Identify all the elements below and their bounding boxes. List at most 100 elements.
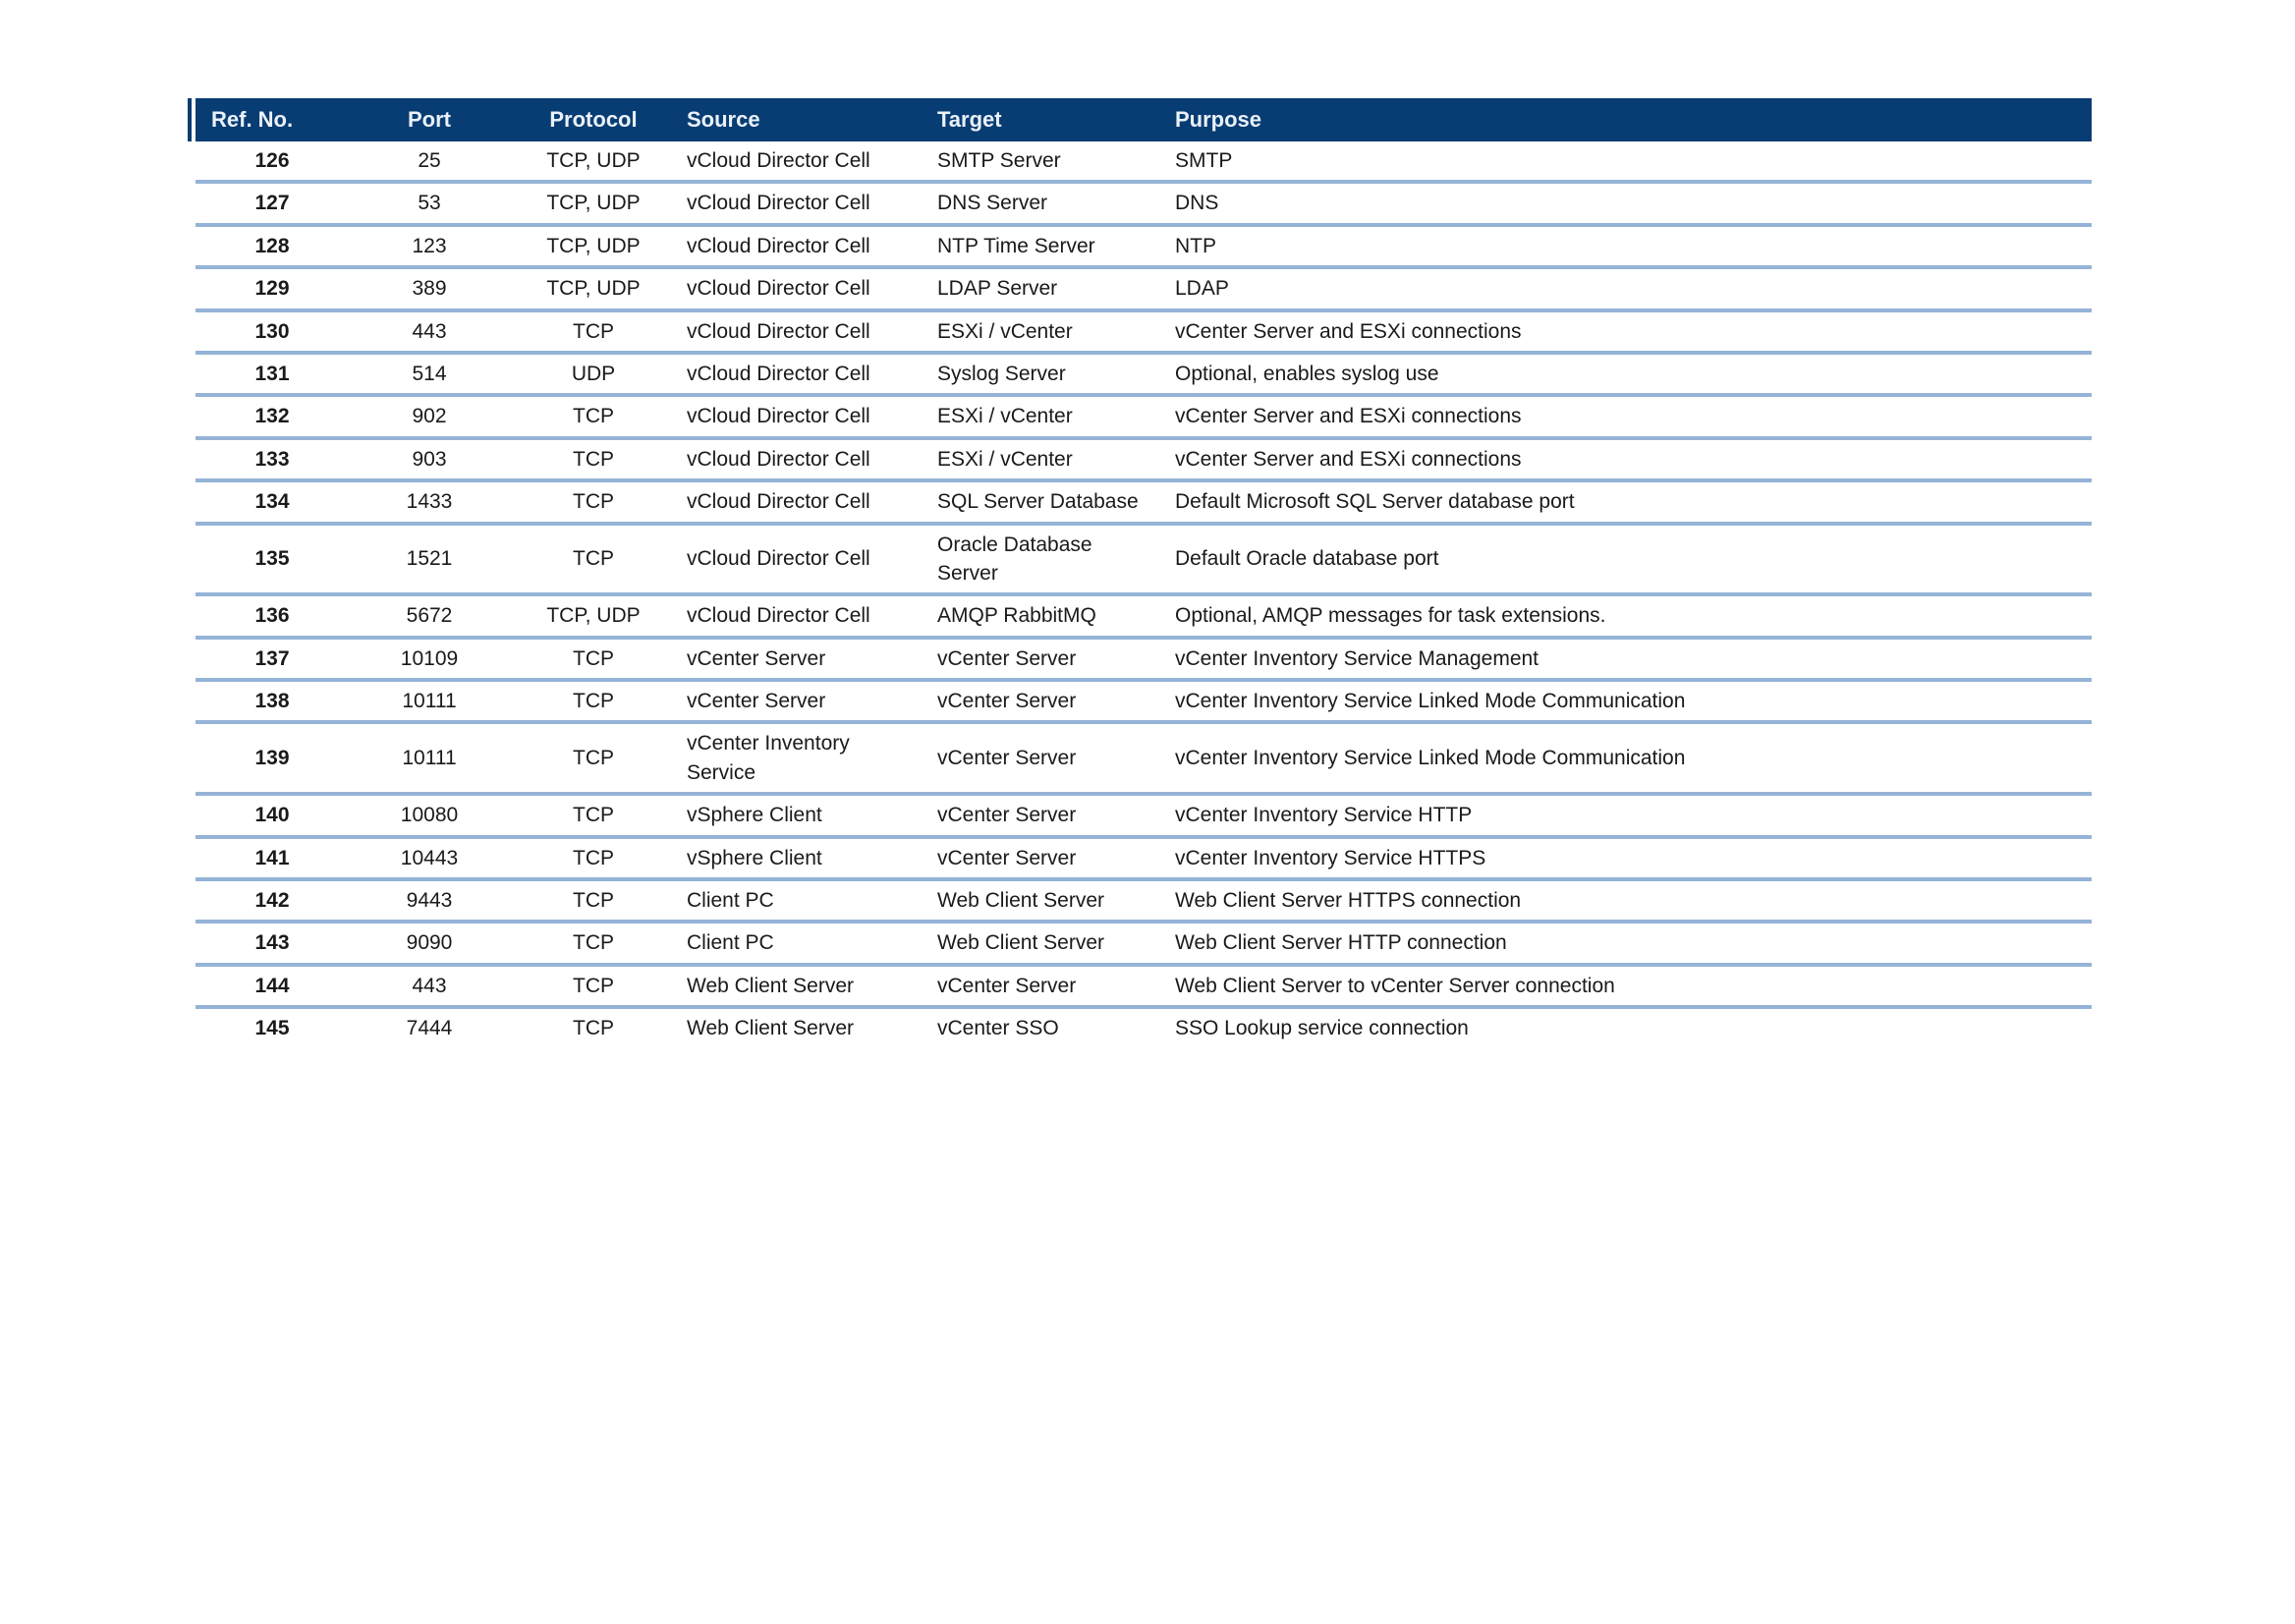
cell-purpose: Web Client Server HTTPS connection — [1175, 889, 1522, 913]
cell-protocol: TCP, UDP — [546, 149, 641, 172]
cell-target: vCenter Server — [937, 974, 1077, 997]
cell-port: 514 — [412, 362, 447, 385]
cell-port: 53 — [418, 192, 441, 215]
cell-target: vCenter SSO — [937, 1017, 1059, 1040]
table-row: 133 903 TCP vCloud Director Cell ESXi / … — [196, 439, 2092, 483]
cell-port: 1521 — [406, 547, 453, 571]
cell-port: 1433 — [406, 490, 453, 514]
cell-port: 903 — [412, 447, 447, 471]
table-row: 139 10111 TCP vCenter Inventory Service … — [196, 724, 2092, 797]
cell-protocol: TCP — [573, 974, 614, 997]
cell-port: 10080 — [400, 804, 459, 827]
table-row: 135 1521 TCP vCloud Director Cell Oracle… — [196, 525, 2092, 597]
cell-source: vCloud Director Cell — [687, 319, 870, 343]
cell-purpose: SMTP — [1175, 149, 1233, 172]
cell-source: Client PC — [687, 889, 774, 913]
cell-target: Oracle Database Server — [937, 532, 1092, 585]
cell-purpose: Default Microsoft SQL Server database po… — [1175, 490, 1575, 514]
cell-protocol: UDP — [571, 362, 616, 385]
cell-target: DNS Server — [937, 192, 1048, 215]
cell-protocol: TCP — [573, 747, 614, 770]
cell-port: 9090 — [406, 931, 453, 955]
cell-ref-no: 133 — [254, 447, 290, 471]
column-header-port: Port — [408, 107, 451, 132]
cell-source: vCloud Director Cell — [687, 149, 870, 172]
cell-ref-no: 142 — [254, 889, 290, 913]
table-row: 128 123 TCP, UDP vCloud Director Cell NT… — [196, 226, 2092, 270]
cell-ref-no: 140 — [254, 804, 290, 827]
cell-protocol: TCP, UDP — [546, 604, 641, 628]
cell-source: vCenter Server — [687, 690, 826, 713]
cell-protocol: TCP — [573, 1017, 614, 1040]
table-row: 126 25 TCP, UDP vCloud Director Cell SMT… — [196, 141, 2092, 185]
cell-target: Web Client Server — [937, 931, 1105, 955]
column-header-source: Source — [687, 107, 760, 132]
cell-target: Web Client Server — [937, 889, 1105, 913]
cell-target: NTP Time Server — [937, 234, 1095, 257]
cell-port: 10109 — [400, 646, 459, 670]
cell-ref-no: 128 — [254, 234, 290, 257]
cell-ref-no: 138 — [254, 690, 290, 713]
header-left-tick — [188, 98, 192, 141]
cell-port: 123 — [412, 234, 447, 257]
cell-ref-no: 131 — [254, 362, 290, 385]
cell-purpose: Optional, enables syslog use — [1175, 362, 1439, 385]
cell-ref-no: 141 — [254, 846, 290, 869]
cell-protocol: TCP — [573, 646, 614, 670]
column-header-protocol: Protocol — [549, 107, 638, 132]
cell-ref-no: 129 — [254, 277, 290, 301]
cell-source: vCloud Director Cell — [687, 192, 870, 215]
cell-port: 10443 — [400, 846, 459, 869]
cell-ref-no: 135 — [254, 547, 290, 571]
cell-protocol: TCP — [573, 319, 614, 343]
cell-purpose: Default Oracle database port — [1175, 547, 1439, 571]
ports-reference-table: Ref. No. Port Protocol Source Target Pur… — [188, 98, 2092, 1048]
cell-source: Web Client Server — [687, 1017, 855, 1040]
column-header-target: Target — [937, 107, 1002, 132]
cell-protocol: TCP — [573, 405, 614, 428]
table-row: 138 10111 TCP vCenter Server vCenter Ser… — [196, 682, 2092, 725]
cell-ref-no: 144 — [254, 974, 290, 997]
cell-source: Client PC — [687, 931, 774, 955]
cell-ref-no: 127 — [254, 192, 290, 215]
cell-ref-no: 132 — [254, 405, 290, 428]
cell-purpose: LDAP — [1175, 277, 1229, 301]
cell-source: vCloud Director Cell — [687, 447, 870, 471]
cell-source: vSphere Client — [687, 846, 822, 869]
cell-target: LDAP Server — [937, 277, 1058, 301]
cell-ref-no: 145 — [254, 1017, 290, 1040]
table-row: 137 10109 TCP vCenter Server vCenter Ser… — [196, 639, 2092, 683]
cell-protocol: TCP — [573, 490, 614, 514]
cell-target: vCenter Server — [937, 690, 1077, 713]
cell-target: vCenter Server — [937, 747, 1077, 770]
table-row: 136 5672 TCP, UDP vCloud Director Cell A… — [196, 596, 2092, 640]
cell-source: vCloud Director Cell — [687, 490, 870, 514]
cell-target: ESXi / vCenter — [937, 405, 1073, 428]
cell-purpose: DNS — [1175, 192, 1219, 215]
cell-protocol: TCP, UDP — [546, 192, 641, 215]
cell-port: 902 — [412, 405, 447, 428]
cell-source: vSphere Client — [687, 804, 822, 827]
cell-ref-no: 143 — [254, 931, 290, 955]
cell-source: Web Client Server — [687, 974, 855, 997]
cell-port: 389 — [412, 277, 447, 301]
table-row: 132 902 TCP vCloud Director Cell ESXi / … — [196, 397, 2092, 440]
cell-protocol: TCP, UDP — [546, 234, 641, 257]
table-row: 130 443 TCP vCloud Director Cell ESXi / … — [196, 311, 2092, 355]
table-row: 129 389 TCP, UDP vCloud Director Cell LD… — [196, 269, 2092, 312]
table-row: 131 514 UDP vCloud Director Cell Syslog … — [196, 354, 2092, 398]
cell-purpose: vCenter Server and ESXi connections — [1175, 405, 1522, 428]
cell-purpose: vCenter Inventory Service HTTPS — [1175, 846, 1486, 869]
cell-target: vCenter Server — [937, 846, 1077, 869]
cell-ref-no: 134 — [254, 490, 290, 514]
cell-port: 5672 — [406, 604, 453, 628]
cell-protocol: TCP, UDP — [546, 277, 641, 301]
cell-port: 9443 — [406, 889, 453, 913]
cell-target: vCenter Server — [937, 646, 1077, 670]
cell-source: vCloud Director Cell — [687, 405, 870, 428]
cell-source: vCloud Director Cell — [687, 277, 870, 301]
cell-target: vCenter Server — [937, 804, 1077, 827]
cell-target: SMTP Server — [937, 149, 1061, 172]
cell-purpose: vCenter Inventory Service HTTP — [1175, 804, 1473, 827]
table-row: 144 443 TCP Web Client Server vCenter Se… — [196, 966, 2092, 1010]
